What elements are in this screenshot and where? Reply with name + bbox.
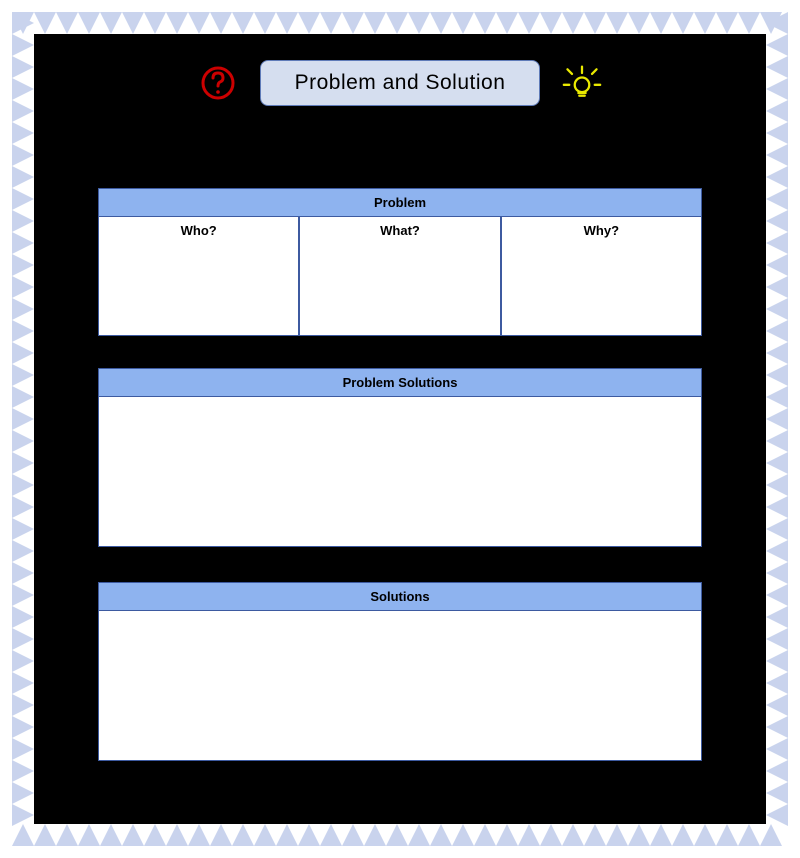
triangle-border-right [766, 12, 788, 846]
section-header-solutions: Solutions [98, 582, 702, 611]
triangle-border-bottom [12, 824, 788, 846]
section-problem: Problem Who? What? Why? [98, 188, 702, 336]
triangle-border-left [12, 12, 34, 846]
section-header-label: Solutions [370, 589, 429, 604]
problem-col-why: Why? [502, 217, 701, 335]
section-solutions: Solutions [98, 582, 702, 761]
border-top [12, 12, 788, 34]
section-header-problem: Problem [98, 188, 702, 217]
section-problem-solutions: Problem Solutions [98, 368, 702, 547]
section-header-problem-solutions: Problem Solutions [98, 368, 702, 397]
col-label: What? [380, 223, 420, 238]
problem-col-what: What? [300, 217, 501, 335]
col-label: Why? [584, 223, 619, 238]
col-label: Who? [181, 223, 217, 238]
section-body-problem: Who? What? Why? [98, 217, 702, 336]
worksheet-frame: Problem and Solution Problem [0, 0, 800, 858]
triangle-border-top [12, 12, 788, 34]
header: Problem and Solution [34, 60, 766, 106]
title-box: Problem and Solution [260, 60, 541, 106]
section-header-label: Problem Solutions [343, 375, 458, 390]
question-mark-icon [198, 63, 238, 103]
lightbulb-icon [562, 63, 602, 103]
section-body-solutions [98, 611, 702, 761]
section-header-label: Problem [374, 195, 426, 210]
problem-col-who: Who? [99, 217, 300, 335]
section-body-problem-solutions [98, 397, 702, 547]
title-text: Problem and Solution [295, 71, 506, 94]
